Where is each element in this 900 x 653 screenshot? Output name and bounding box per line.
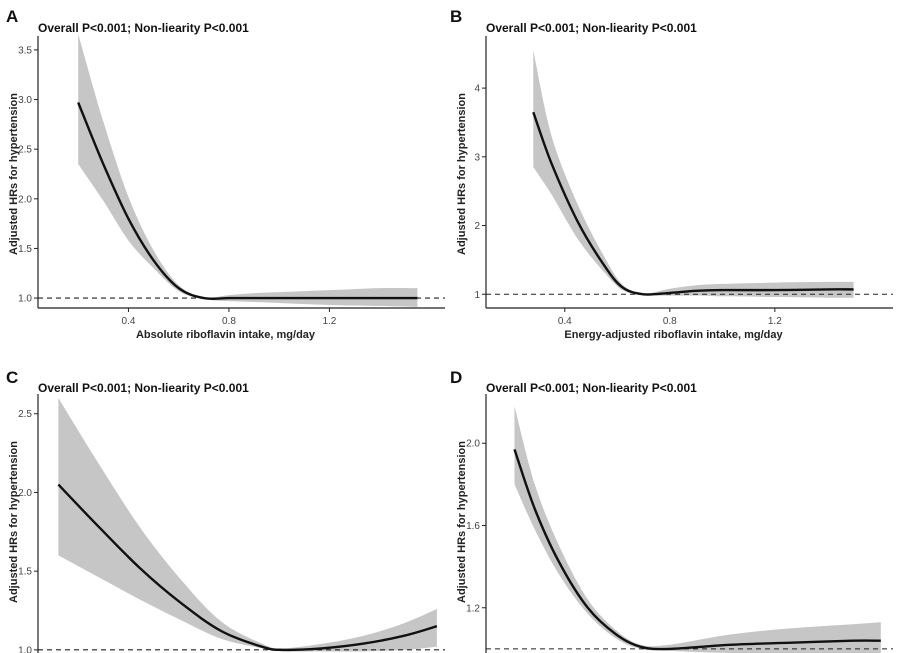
y-axis-label: Adjusted HRs for hypertension [8,93,20,255]
y-tick-label: 1.5 [18,567,32,578]
confidence-band [58,398,437,652]
panel-d: D Overall P<0.001; Non-liearity P<0.001 1.… [450,368,893,653]
confidence-band [78,34,418,307]
panel-title: Overall P<0.001; Non-liearity P<0.001 [38,381,249,395]
y-tick-label: 1.0 [18,294,32,305]
y-tick-label: 2.0 [18,194,32,205]
y-tick-label: 2.5 [18,145,32,156]
confidence-band [514,406,881,653]
y-tick-label: 1 [474,290,480,301]
hr-curve [77,102,418,301]
panel-c: C Overall P<0.001; Non-liearity P<0.001 1.… [6,368,445,653]
y-tick-label: 2.0 [18,488,32,499]
x-tick-label: 0.8 [663,316,677,327]
x-tick-label: 0.4 [558,316,572,327]
panel-letter: A [6,7,18,26]
x-tick-label: 0.8 [222,316,236,327]
y-tick-label: 1.6 [466,521,480,532]
y-tick-label: 3.0 [18,95,32,106]
y-tick-label: 2.5 [18,409,32,420]
panel-letter: D [450,368,462,387]
y-axis-label: Adjusted HRs for hypertension [456,441,468,603]
hr-curve [57,483,438,652]
panel-title: Overall P<0.001; Non-liearity P<0.001 [486,21,697,35]
panel-title: Overall P<0.001; Non-liearity P<0.001 [38,21,249,35]
panel-letter: C [6,368,18,387]
y-tick-label: 3.5 [18,45,32,56]
x-tick-label: 0.4 [121,316,135,327]
panel-b: B Overall P<0.001; Non-liearity P<0.001 1 2… [450,7,893,341]
y-tick-label: 3 [474,152,480,163]
y-axis-label: Adjusted HRs for hypertension [8,441,20,603]
hr-curve [532,111,854,296]
y-tick-label: 1.5 [18,244,32,255]
y-tick-label: 2 [474,221,480,232]
panel-a: A Overall P<0.001; Non-liearity P<0.001 1.… [6,7,445,341]
y-tick-label: 2.0 [466,439,480,450]
x-tick-label: 1.2 [322,316,336,327]
y-axis-label: Adjusted HRs for hypertension [456,93,468,255]
x-tick-label: 1.2 [768,316,782,327]
hr-curve [513,449,881,651]
panel-title: Overall P<0.001; Non-liearity P<0.001 [486,381,697,395]
y-tick-label: 1.0 [18,645,32,653]
confidence-band [533,50,854,298]
panel-letter: B [450,7,462,26]
y-tick-label: 1.2 [466,603,480,614]
x-axis-label: Energy-adjusted riboflavin intake, mg/da… [564,329,783,341]
x-axis-label: Absolute riboflavin intake, mg/day [136,329,316,341]
y-tick-label: 4 [474,84,480,95]
